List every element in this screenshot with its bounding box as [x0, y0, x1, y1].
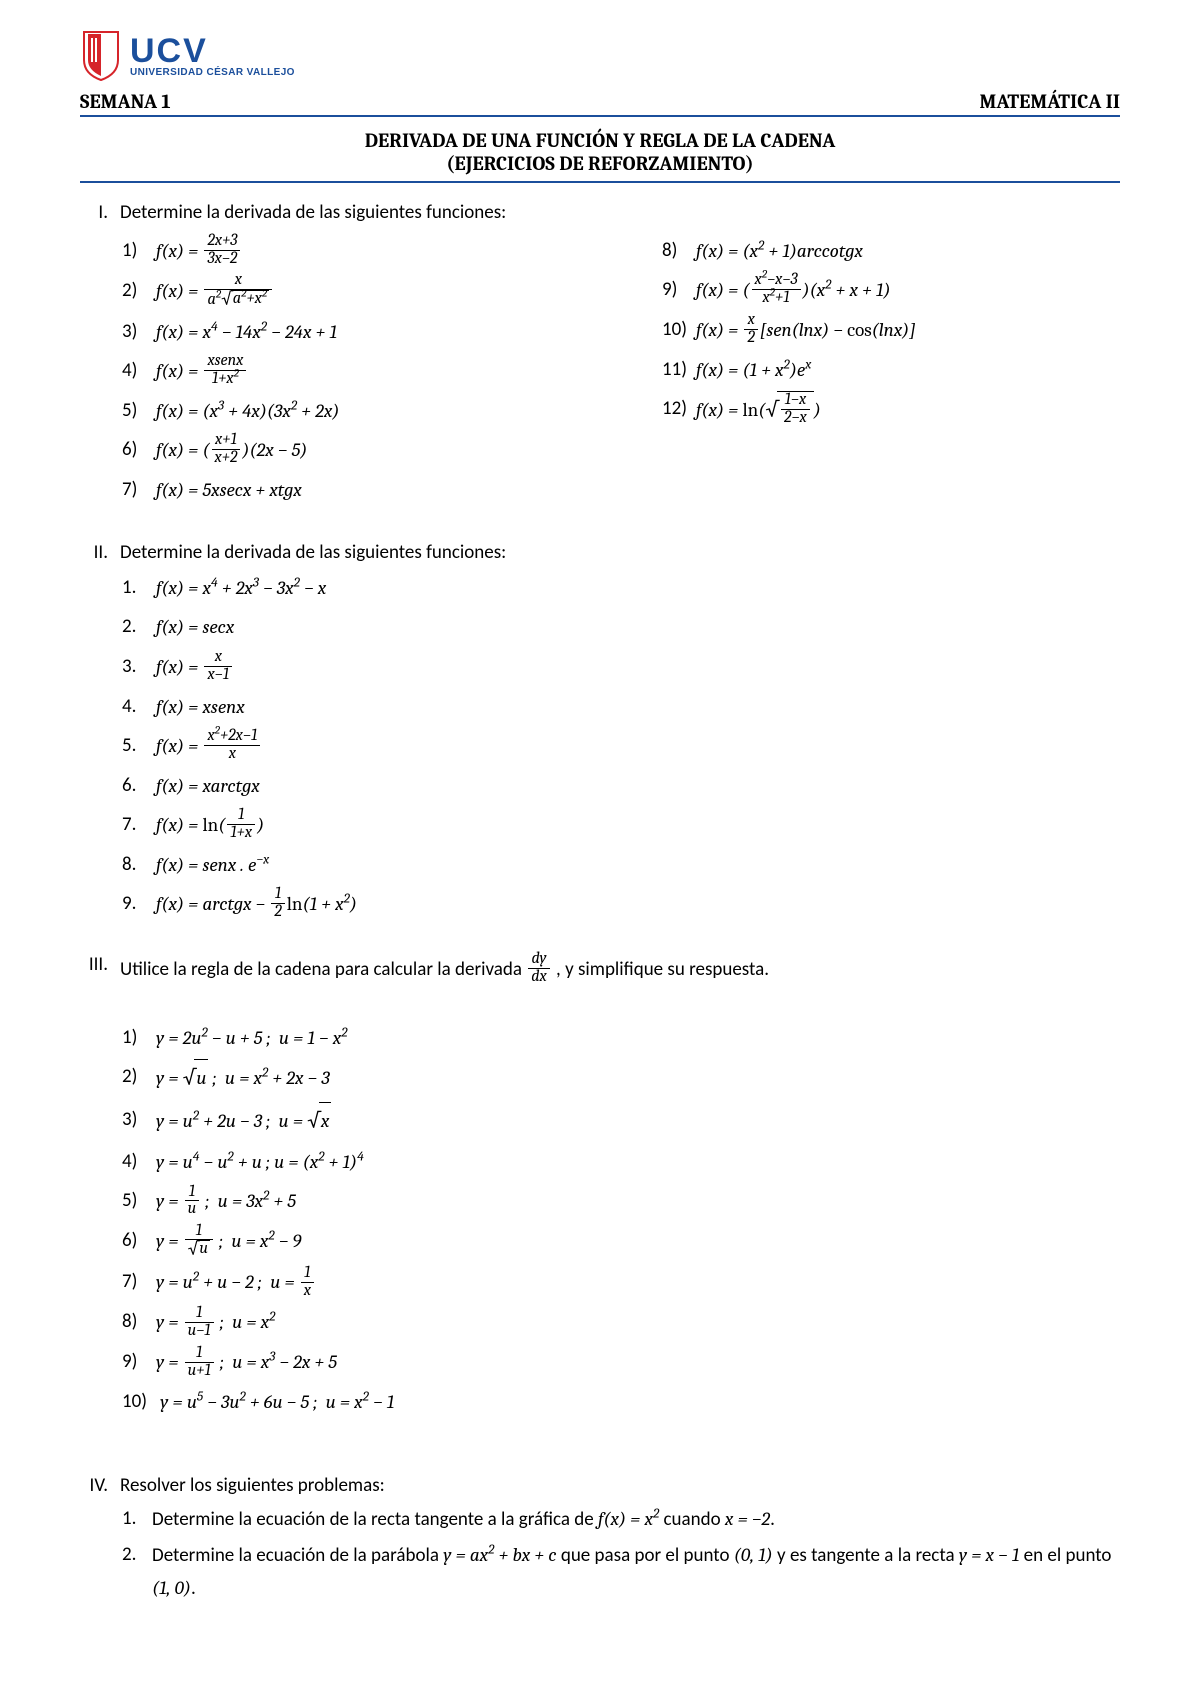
problem-text: Determine la ecuación de la parábola y =…: [152, 1539, 1120, 1606]
eq: y = u2 + 2u − 3 ; u = √x: [156, 1102, 331, 1142]
eq: y = √u ; u = x2 + 2x − 3: [156, 1059, 330, 1099]
eq: y = u5 − 3u2 + 6u − 5 ; u = x2 − 1: [156, 1384, 394, 1420]
section-4: IV. Resolver los siguientes problemas: 1…: [80, 1474, 1120, 1606]
section-3-list: 1)y = 2u2 − u + 5 ; u = 1 − x2 2)y = √u …: [80, 1020, 1120, 1421]
section-4-num: IV.: [80, 1474, 108, 1497]
section-4-list: 1. Determine la ecuación de la recta tan…: [80, 1503, 1120, 1606]
section-1-left-list: 1)f(x) = 2x+33x−2 2)f(x) = xa2√a2+x2 3)f…: [80, 233, 580, 508]
section-3-prompt: Utilice la regla de la cadena para calcu…: [120, 953, 769, 988]
section-2-list: 1.f(x) = x4 + 2x3 − 3x2 − x 2.f(x) = sec…: [80, 570, 1120, 923]
section-2-prompt: Determine la derivada de las siguientes …: [120, 541, 506, 564]
eq: f(x) = xsenx: [156, 689, 245, 725]
section-1-right-list: 8)f(x) = (x2 + 1)arccotgx 9)f(x) = (x2−x…: [620, 233, 1120, 431]
section-2-num: II.: [80, 541, 108, 564]
section-1-num: I.: [80, 201, 108, 224]
eq: f(x) = 2x+33x−2: [156, 233, 242, 270]
section-1-prompt: Determine la derivada de las siguientes …: [120, 201, 506, 224]
header-left: SEMANA 1: [80, 90, 171, 113]
eq: y = 1u−1 ; u = x2: [156, 1304, 275, 1341]
section-1: I. Determine la derivada de las siguient…: [80, 201, 1120, 511]
eq: f(x) = x2+2x−1x: [156, 728, 262, 765]
section-3-num: III.: [80, 953, 108, 988]
problem-text: Determine la ecuación de la recta tangen…: [152, 1503, 775, 1536]
eq: f(x) = secx: [156, 609, 234, 645]
eq: f(x) = x4 + 2x3 − 3x2 − x: [156, 570, 326, 606]
eq: y = 1u+1 ; u = x3 − 2x + 5: [156, 1344, 337, 1381]
section-2: II. Determine la derivada de las siguien…: [80, 541, 1120, 923]
eq: f(x) = (x2−x−3x2+1)(x2 + x + 1): [696, 272, 891, 309]
eq: f(x) = x2[sen(lnx) − cos(lnx)]: [696, 312, 916, 349]
eq: y = u4 − u2 + u ; u = (x2 + 1)4: [156, 1144, 364, 1180]
eq: f(x) = xx−1: [156, 649, 234, 686]
eq: y = 1√u ; u = x2 − 9: [156, 1223, 301, 1261]
logo-text: UCV UNIVERSIDAD CÉSAR VALLEJO: [130, 34, 295, 78]
eq: f(x) = xarctgx: [156, 768, 260, 804]
eq: f(x) = (x3 + 4x)(3x2 + 2x): [156, 393, 339, 429]
eq: f(x) = (x2 + 1)arccotgx: [696, 233, 863, 269]
eq: f(x) = xsenx1+x2: [156, 353, 248, 390]
eq: f(x) = ln(√1−x2−x): [696, 391, 821, 431]
eq: y = 2u2 − u + 5 ; u = 1 − x2: [156, 1020, 348, 1056]
eq: f(x) = (1 + x2)ex: [696, 352, 811, 388]
logo-sub: UNIVERSIDAD CÉSAR VALLEJO: [130, 68, 295, 78]
logo-shield-icon: [80, 30, 122, 82]
title-line1: DERIVADA DE UNA FUNCIÓN Y REGLA DE LA CA…: [80, 129, 1120, 152]
eq: f(x) = ln(11+x): [156, 807, 264, 844]
eq: f(x) = xa2√a2+x2: [156, 273, 274, 311]
header-row: SEMANA 1 MATEMÁTICA II: [80, 90, 1120, 117]
title-block: DERIVADA DE UNA FUNCIÓN Y REGLA DE LA CA…: [80, 129, 1120, 183]
eq: f(x) = x4 − 14x2 − 24x + 1: [156, 314, 337, 350]
eq: f(x) = arctgx − 12ln(1 + x2): [156, 886, 357, 923]
section-3: III. Utilice la regla de la cadena para …: [80, 953, 1120, 1421]
eq: f(x) = 5xsecx + xtgx: [156, 472, 302, 508]
eq: f(x) = (x+1x+2)(2x − 5): [156, 432, 307, 469]
title-line2: (EJERCICIOS DE REFORZAMIENTO): [80, 152, 1120, 175]
logo-main: UCV: [130, 34, 295, 68]
header-right: MATEMÁTICA II: [979, 90, 1120, 113]
eq: y = u2 + u − 2 ; u = 1x: [156, 1264, 316, 1301]
eq: y = 1u ; u = 3x2 + 5: [156, 1183, 296, 1220]
logo-area: UCV UNIVERSIDAD CÉSAR VALLEJO: [80, 30, 1120, 82]
section-4-prompt: Resolver los siguientes problemas:: [120, 1474, 385, 1497]
eq: f(x) = senx . e−x: [156, 847, 269, 883]
